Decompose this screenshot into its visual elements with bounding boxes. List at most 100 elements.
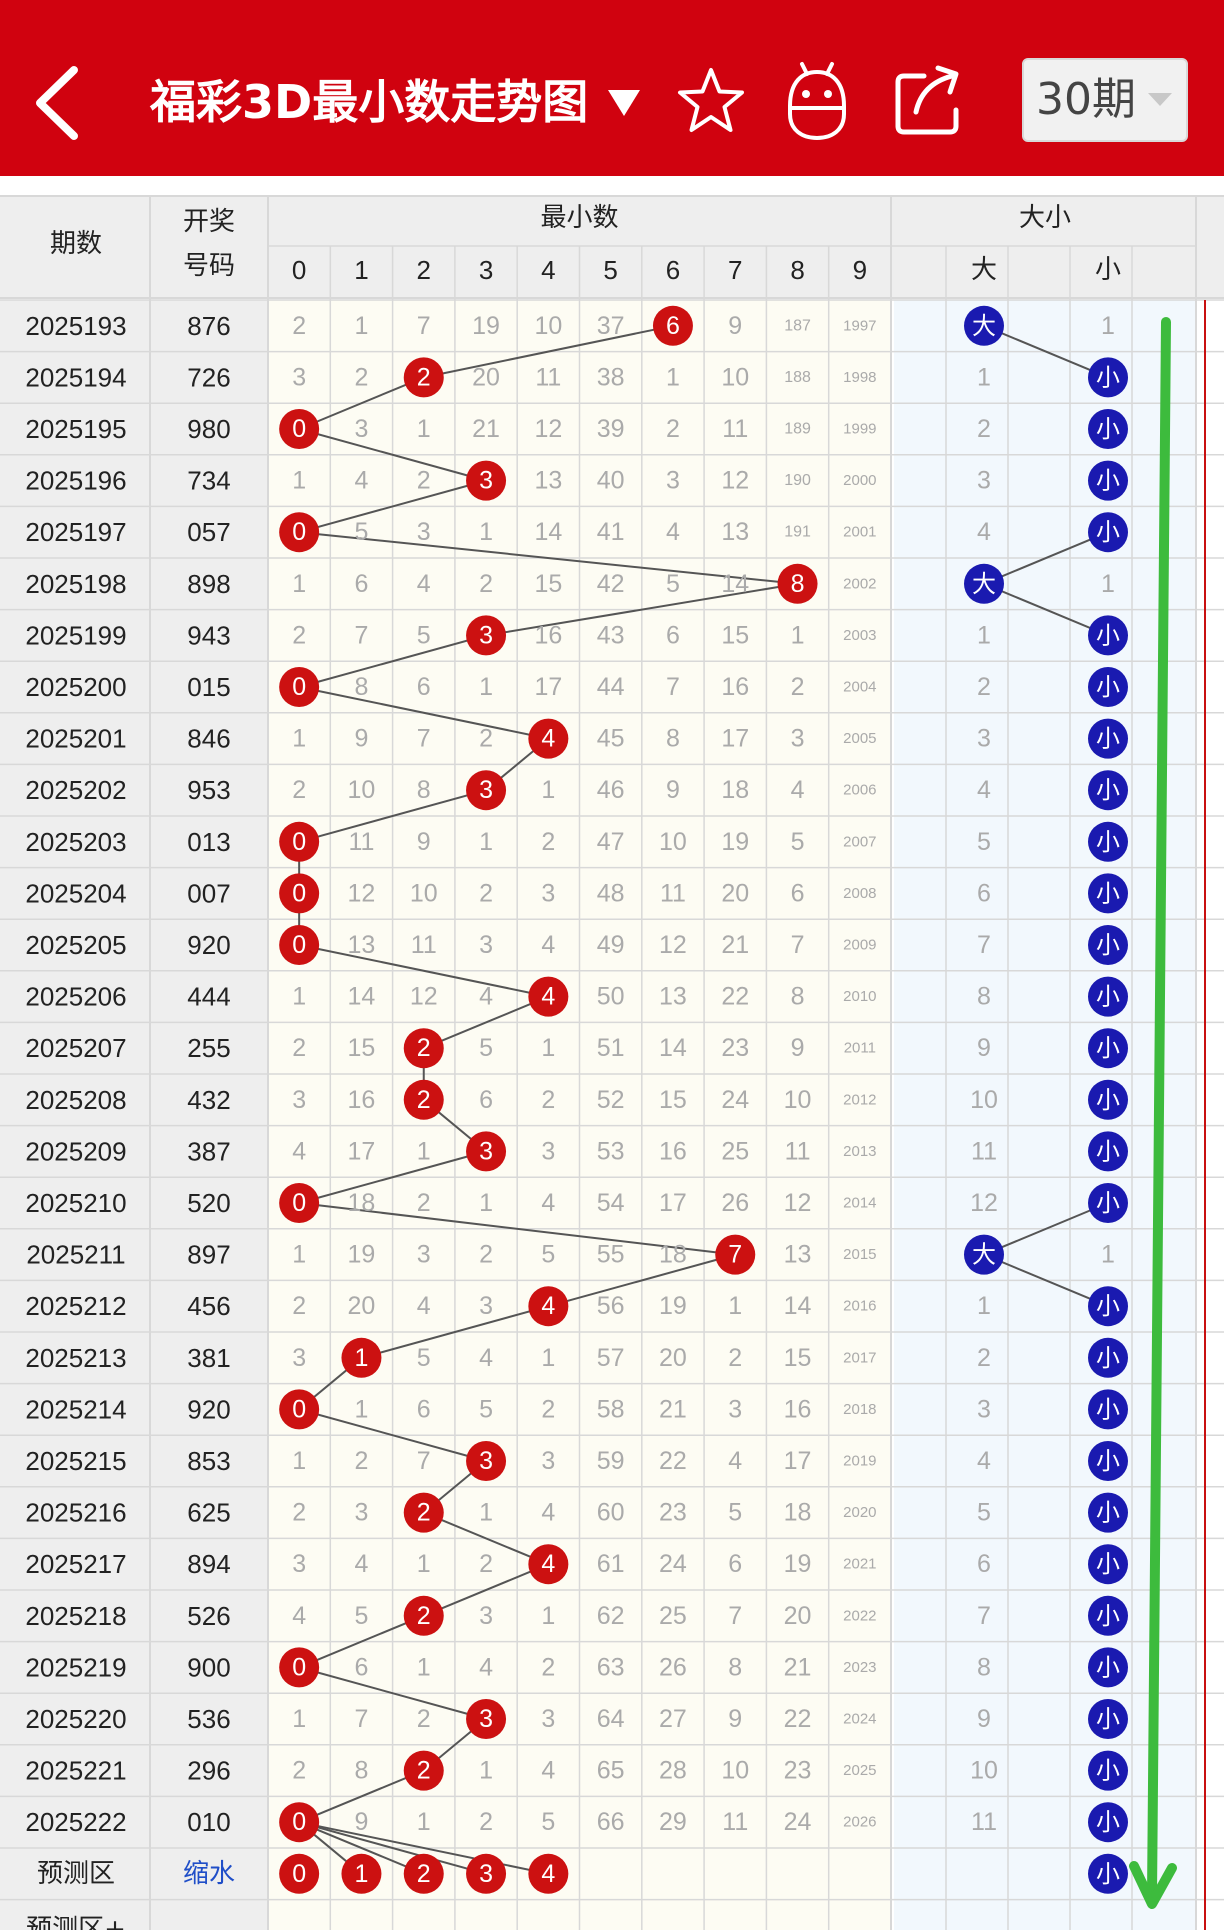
period-cell: 2025210 <box>25 1188 126 1218</box>
period-cell: 2025211 <box>26 1240 125 1270</box>
draw-number-cell: 432 <box>187 1085 230 1115</box>
predict-plus-label: 预测区+ <box>26 1915 126 1930</box>
small-ball-label: 小 <box>1096 1189 1120 1217</box>
min-trend-line <box>423 324 674 379</box>
share-icon[interactable] <box>892 62 968 138</box>
miss-count: 46 <box>597 776 625 804</box>
miss-count: 39 <box>597 415 625 443</box>
miss-count: 2016 <box>843 1298 876 1315</box>
hit-ball <box>528 976 569 1017</box>
miss-count: 21 <box>659 1395 687 1423</box>
miss-count: 10 <box>348 776 376 804</box>
page-title[interactable]: 福彩3D最小数走势图 <box>150 75 589 129</box>
size-miss-count: 2 <box>977 673 991 701</box>
miss-count: 2012 <box>843 1091 876 1108</box>
miss-count: 3 <box>541 1705 555 1733</box>
small-ball <box>1088 770 1128 811</box>
draw-number-cell: 015 <box>187 672 230 702</box>
period-select[interactable]: 30期 <box>1022 58 1188 142</box>
draw-number-cell: 387 <box>187 1136 230 1166</box>
miss-count: 5 <box>417 621 431 649</box>
min-trend-line <box>299 531 798 585</box>
miss-count: 23 <box>659 1499 687 1527</box>
size-trend-line <box>983 1202 1109 1256</box>
miss-count: 190 <box>784 472 811 489</box>
dropdown-caret-icon[interactable] <box>606 86 642 118</box>
miss-count: 11 <box>348 828 374 856</box>
hit-ball <box>528 1544 569 1585</box>
small-ball-label: 小 <box>1096 828 1120 856</box>
small-ball-label: 小 <box>1096 363 1120 391</box>
small-ball <box>1088 1647 1128 1688</box>
miss-count: 9 <box>354 725 368 753</box>
miss-count: 1 <box>479 828 493 856</box>
miss-count: 2009 <box>843 937 876 954</box>
size-miss-count: 10 <box>970 1757 998 1785</box>
miss-count: 2002 <box>843 575 876 592</box>
min-trend-line <box>298 634 487 688</box>
predict-ball[interactable] <box>279 1853 320 1894</box>
period-cell: 2025193 <box>25 311 126 341</box>
draw-number-cell: 057 <box>187 517 230 547</box>
miss-count: 1 <box>728 1292 742 1320</box>
draw-number-cell: 980 <box>187 414 230 444</box>
miss-count: 3 <box>666 467 680 495</box>
small-ball-label: 小 <box>1096 518 1120 546</box>
hit-ball <box>403 1492 444 1533</box>
miss-count: 191 <box>784 524 811 541</box>
predict-ball[interactable] <box>528 1853 569 1894</box>
miss-count: 2006 <box>843 782 876 799</box>
draw-number-cell: 010 <box>187 1807 230 1837</box>
miss-count: 8 <box>791 983 805 1011</box>
predict-ball[interactable] <box>403 1853 444 1894</box>
miss-count: 16 <box>784 1395 812 1423</box>
miss-count: 3 <box>292 1550 306 1578</box>
miss-count: 15 <box>659 1086 687 1114</box>
small-ball <box>1088 1595 1128 1636</box>
miss-count: 6 <box>791 879 805 907</box>
miss-count: 62 <box>597 1602 625 1630</box>
period-cell: 2025212 <box>25 1291 126 1321</box>
hit-ball-value: 2 <box>417 1034 431 1062</box>
small-ball <box>1088 409 1128 449</box>
back-arrow-icon[interactable] <box>24 58 94 148</box>
miss-count: 5 <box>728 1499 742 1527</box>
hit-ball-value: 4 <box>541 1550 555 1578</box>
miss-count: 20 <box>721 879 749 907</box>
star-icon[interactable] <box>676 66 746 136</box>
hit-ball-value: 0 <box>292 1189 306 1217</box>
predict-ball[interactable] <box>341 1853 382 1894</box>
miss-count: 1 <box>541 1344 555 1372</box>
miss-count: 25 <box>659 1602 687 1630</box>
hit-ball <box>279 1647 320 1688</box>
predict-trend-line <box>298 1821 487 1875</box>
period-cell: 2025209 <box>25 1136 126 1166</box>
header-digit-7: 7 <box>728 255 742 285</box>
small-ball-label: 小 <box>1096 1808 1120 1836</box>
draw-number-cell: 726 <box>187 362 230 392</box>
miss-count: 12 <box>534 415 562 443</box>
predict-small-ball[interactable] <box>1088 1853 1128 1894</box>
robot-icon[interactable] <box>782 58 852 142</box>
miss-count: 47 <box>597 828 625 856</box>
miss-count: 11 <box>722 1808 748 1836</box>
size-trend-line <box>983 324 1109 379</box>
period-cell: 2025214 <box>25 1394 126 1424</box>
min-trend-line <box>298 944 549 998</box>
miss-count: 2020 <box>843 1504 876 1521</box>
predict-ball[interactable] <box>466 1853 507 1894</box>
miss-count: 11 <box>411 931 437 959</box>
hit-ball-value: 4 <box>541 725 555 753</box>
small-ball-label: 小 <box>1096 1550 1120 1578</box>
miss-count: 17 <box>721 725 749 753</box>
miss-count: 20 <box>472 363 500 391</box>
hit-ball <box>403 1079 444 1120</box>
hit-ball <box>466 1699 507 1739</box>
shrink-link[interactable]: 缩水 <box>183 1859 235 1889</box>
hit-ball-value: 6 <box>666 312 680 340</box>
miss-count: 2024 <box>843 1711 876 1728</box>
miss-count: 37 <box>597 312 625 340</box>
header-background <box>0 196 1224 298</box>
small-ball <box>1088 1079 1128 1120</box>
miss-count: 7 <box>354 1705 368 1733</box>
